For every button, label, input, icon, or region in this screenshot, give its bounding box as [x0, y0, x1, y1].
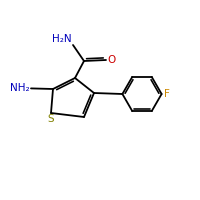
Text: H₂N: H₂N: [52, 34, 72, 44]
Text: S: S: [48, 114, 54, 124]
Text: O: O: [108, 55, 116, 65]
Text: F: F: [164, 89, 169, 99]
Text: NH₂: NH₂: [10, 83, 29, 93]
